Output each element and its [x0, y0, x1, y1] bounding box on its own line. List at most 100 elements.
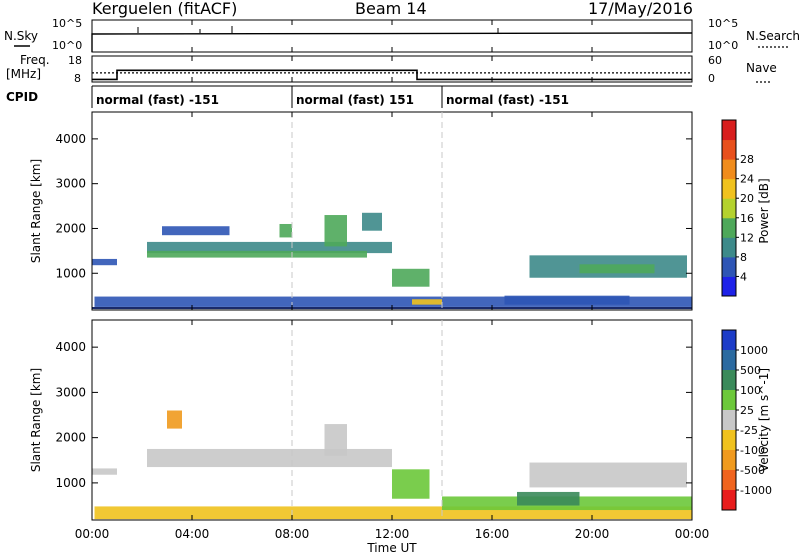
heatmap-cell: [147, 448, 392, 468]
y-tick-label: 4000: [55, 132, 86, 146]
heatmap-cell: [147, 250, 367, 258]
time-axis-label: Time UT: [366, 541, 417, 554]
colorbar-swatch: [722, 410, 736, 431]
colorbar-tick-label: 4: [740, 270, 747, 283]
time-tick-label: 16:00: [475, 527, 510, 541]
colorbar-tick-label: -100: [740, 444, 765, 457]
colorbar-swatch: [722, 120, 736, 141]
colorbar-swatch: [722, 139, 736, 160]
noise-left-tick-high: 10^5: [52, 17, 82, 30]
heatmap-cell: [279, 223, 292, 238]
heatmap-cell: [162, 226, 230, 236]
y-tick-label: 3000: [55, 177, 86, 191]
heatmap-cell: [579, 264, 655, 274]
power-colorbar-label: Power [dB]: [757, 178, 771, 243]
colorbar-swatch: [722, 490, 736, 511]
power-ylabel: Slant Range [km]: [29, 159, 43, 263]
y-tick-label: 2000: [55, 431, 86, 445]
noise-left-tick-low: 10^0: [52, 39, 82, 52]
heatmap-cell: [167, 410, 182, 429]
heatmap-cell: [92, 468, 117, 475]
nave-label: Nave: [746, 61, 777, 75]
colorbar-swatch: [722, 450, 736, 471]
colorbar-swatch: [722, 237, 736, 258]
heatmap-cell: [504, 295, 630, 305]
colorbar-tick-label: 1000: [740, 344, 768, 357]
y-tick-label: 4000: [55, 340, 86, 354]
cpid-segment-label: normal (fast) -151: [446, 93, 569, 107]
beam-title: Beam 14: [355, 0, 427, 18]
freq-left-unit: [MHz]: [6, 67, 41, 81]
cpid-segment-label: normal (fast) -151: [96, 93, 219, 107]
time-tick-label: 20:00: [575, 527, 610, 541]
cpid-dividers: [291, 112, 443, 520]
freq-left-tick-low: 8: [74, 72, 81, 85]
heatmap-cell: [324, 215, 347, 247]
freq-trace: [92, 69, 692, 81]
heatmap-cell: [362, 212, 382, 231]
y-tick-label: 3000: [55, 385, 86, 399]
colorbar-swatch: [722, 178, 736, 199]
noise-left-label: N.Sky: [4, 29, 38, 43]
noise-right-tick-high: 10^5: [708, 17, 738, 30]
power-colorbar: 4 8 12 16 20 24 28: [721, 119, 754, 297]
freq-left-label: Freq.: [20, 53, 50, 67]
time-tick-label: 08:00: [275, 527, 310, 541]
heatmap-cell: [517, 491, 580, 506]
noise-sky-trace: [91, 32, 693, 52]
y-tick-label: 2000: [55, 221, 86, 235]
heatmap-cell: [412, 299, 442, 305]
freq-left-tick-high: 18: [68, 54, 82, 67]
colorbar-swatch: [722, 330, 736, 351]
time-axis-ticks: 00:00 04:00 08:00 12:00 16:00 20:00 00:00: [75, 20, 710, 541]
colorbar-swatch: [722, 276, 736, 297]
time-tick-label: 04:00: [175, 527, 210, 541]
y-tick-label: 1000: [55, 476, 86, 490]
heatmap-cell: [147, 241, 392, 254]
colorbar-swatch: [722, 217, 736, 238]
colorbar-tick-label: 500: [740, 364, 761, 377]
colorbar-tick-label: 28: [740, 153, 754, 166]
freq-right-tick-high: 60: [708, 54, 722, 67]
colorbar-swatch: [722, 370, 736, 391]
noise-spikes: [137, 26, 499, 33]
time-tick-label: 00:00: [675, 527, 710, 541]
heatmap-cell: [324, 424, 347, 456]
velocity-colorbar-label: Velocity [m s^-1]: [757, 368, 771, 472]
freq-right-tick-low: 0: [708, 72, 715, 85]
colorbar-swatch: [722, 470, 736, 491]
date-title: 17/May/2016: [588, 0, 693, 18]
colorbar-tick-label: 8: [740, 251, 747, 264]
velocity-data: [92, 410, 692, 520]
colorbar-swatch: [722, 430, 736, 451]
heatmap-cell: [92, 258, 117, 266]
colorbar-tick-label: 24: [740, 173, 754, 186]
colorbar-tick-label: -25: [740, 424, 758, 437]
colorbar-tick-label: 12: [740, 231, 754, 244]
time-tick-label: 00:00: [75, 527, 110, 541]
velocity-colorbar: 1000 500 100 25 -25 -100 -500 -1000: [721, 329, 772, 511]
power-y-ticks: 1000 2000 3000 4000: [55, 132, 692, 280]
velocity-y-ticks: 1000 2000 3000 4000: [55, 340, 692, 490]
colorbar-tick-label: 25: [740, 404, 754, 417]
noise-right-label: N.Search: [746, 29, 800, 43]
heatmap-cell: [529, 462, 687, 488]
colorbar-swatch: [722, 350, 736, 371]
colorbar-swatch: [722, 256, 736, 277]
colorbar-swatch: [722, 390, 736, 411]
cpid-segment-label: normal (fast) 151: [296, 93, 414, 107]
heatmap-cell: [392, 268, 430, 287]
heatmap-cell: [94, 296, 692, 307]
noise-right-tick-low: 10^0: [708, 39, 738, 52]
velocity-ylabel: Slant Range [km]: [29, 368, 43, 472]
cpid-segments: normal (fast) -151 normal (fast) 151 norma…: [91, 86, 569, 108]
colorbar-tick-label: 20: [740, 192, 754, 205]
colorbar-swatch: [722, 198, 736, 219]
heatmap-cell: [392, 469, 430, 499]
colorbar-tick-label: -1000: [740, 484, 772, 497]
y-tick-label: 1000: [55, 266, 86, 280]
colorbar-swatch: [722, 159, 736, 180]
colorbar-tick-label: 16: [740, 212, 754, 225]
cpid-label: CPID: [6, 90, 38, 104]
